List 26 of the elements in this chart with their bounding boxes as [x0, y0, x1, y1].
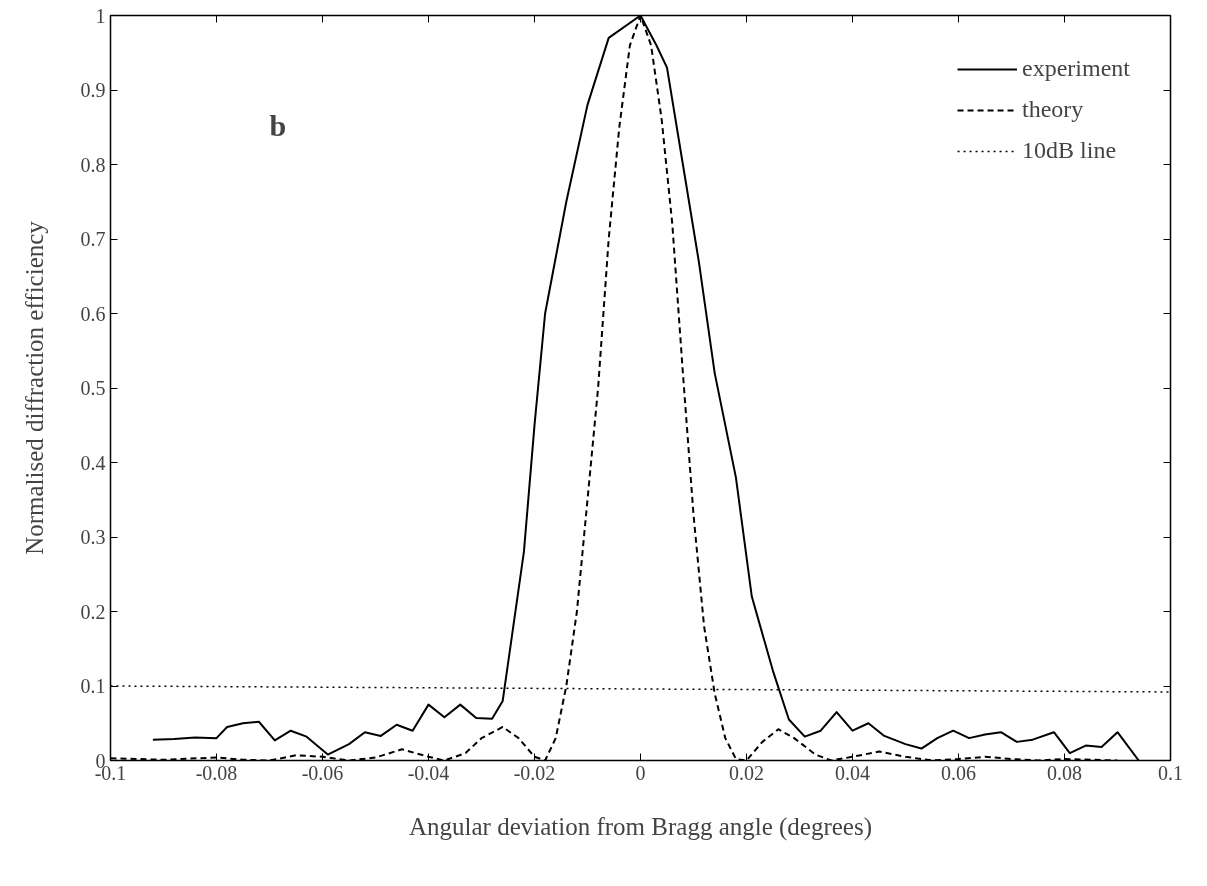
- x-tick-label: 0: [635, 761, 646, 784]
- y-tick-label: 0.2: [80, 600, 106, 623]
- y-axis-title: Normalised diffraction efficiency: [20, 220, 48, 555]
- annotation: b: [269, 109, 287, 143]
- y-tick-label: 0.4: [80, 451, 106, 474]
- y-tick-label: 1: [95, 4, 106, 27]
- x-axis-title: Angular deviation from Bragg angle (degrees): [408, 812, 873, 841]
- y-tick-label: 0.7: [80, 228, 106, 250]
- x-tick-label: 0.1: [1158, 761, 1183, 784]
- x-tick-label: 0.04: [835, 761, 870, 784]
- legend-label: theory: [1022, 96, 1084, 123]
- legend-label: experiment: [1022, 55, 1130, 82]
- y-tick-label: 0.3: [80, 526, 106, 548]
- x-tick-label: 0.06: [941, 761, 976, 784]
- y-tick-label: 0.1: [80, 675, 106, 697]
- x-tick-label: -0.04: [407, 761, 450, 784]
- y-tick-label: 0.5: [80, 377, 106, 399]
- x-tick-label: 0.08: [1047, 761, 1082, 784]
- y-tick-label: 0.6: [80, 302, 106, 325]
- x-tick-label: 0.02: [729, 761, 764, 784]
- x-tick-label: -0.06: [301, 761, 344, 784]
- legend-label: 10dB line: [1022, 137, 1117, 164]
- x-tick-label: -0.08: [195, 761, 238, 784]
- x-tick-label: -0.02: [513, 761, 556, 784]
- y-tick-label: 0.9: [80, 79, 106, 101]
- y-tick-label: 0.8: [80, 153, 106, 176]
